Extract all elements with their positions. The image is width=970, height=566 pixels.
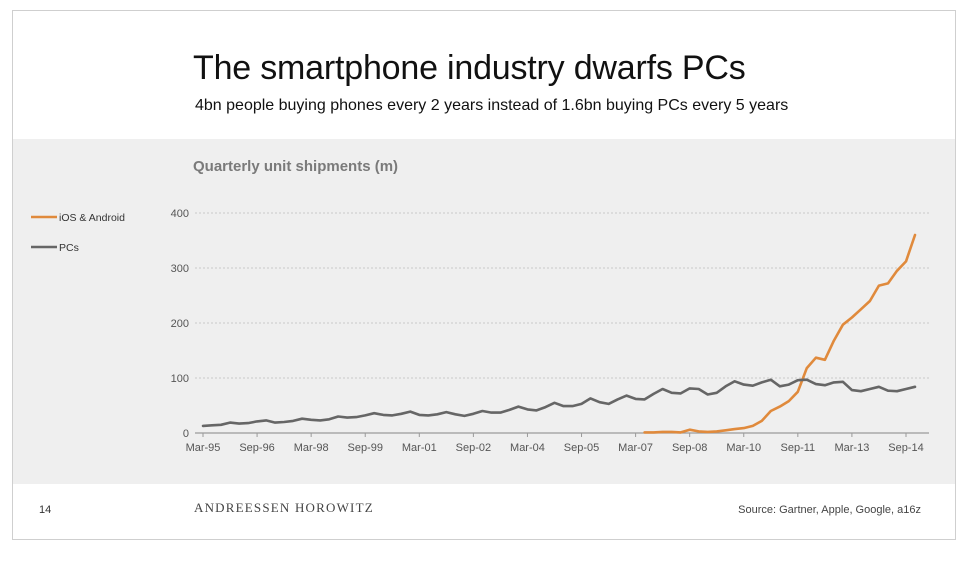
page-number: 14 [39, 504, 52, 516]
brand-logo-text: ANDREESSEN HOROWITZ [194, 500, 374, 515]
gridlines [195, 212, 929, 434]
x-tick-label: Mar-04 [510, 442, 545, 454]
y-tick-label: 100 [171, 373, 189, 385]
legend: iOS & Android PCs [31, 212, 125, 254]
y-tick-label: 300 [171, 263, 189, 275]
x-tick-label: Mar-01 [402, 442, 437, 454]
slide-title: The smartphone industry dwarfs PCs [193, 49, 746, 87]
x-tick-label: Sep-02 [456, 442, 491, 454]
series-lines [201, 233, 917, 434]
x-tick-label: Mar-95 [186, 442, 221, 454]
legend-label: iOS & Android [59, 212, 125, 224]
chart-area: Quarterly unit shipments (m) 0 100 200 300 4… [13, 139, 955, 484]
x-tick-label: Mar-98 [294, 442, 329, 454]
y-tick-label: 400 [171, 208, 189, 220]
x-tick-label: Sep-08 [672, 442, 707, 454]
slide: The smartphone industry dwarfs PCs 4bn p… [12, 10, 956, 540]
x-tick-label: Mar-07 [618, 442, 653, 454]
y-axis-ticks: 0 100 200 300 400 [171, 208, 189, 440]
series-line-pcs [201, 378, 917, 428]
x-tick-label: Mar-10 [726, 442, 761, 454]
x-tick-label: Sep-99 [347, 442, 382, 454]
x-tick-label: Sep-96 [239, 442, 274, 454]
chart-title: Quarterly unit shipments (m) [193, 158, 398, 175]
y-tick-label: 0 [183, 428, 189, 440]
x-tick-label: Mar-13 [834, 442, 869, 454]
x-tick-label: Sep-11 [781, 442, 816, 454]
legend-label: PCs [59, 242, 79, 254]
x-tick-label: Sep-14 [888, 442, 923, 454]
x-axis-ticks: Mar-95 Sep-96 Mar-98 Sep-99 Mar-01 Sep-02 Mar-… [186, 433, 924, 454]
line-chart: Quarterly unit shipments (m) 0 100 200 300 4… [31, 158, 929, 454]
series-line-ios-android [643, 233, 917, 434]
source-note: Source: Gartner, Apple, Google, a16z [738, 504, 921, 516]
y-tick-label: 200 [171, 318, 189, 330]
slide-subtitle: 4bn people buying phones every 2 years i… [195, 97, 789, 114]
x-tick-label: Sep-05 [564, 442, 599, 454]
